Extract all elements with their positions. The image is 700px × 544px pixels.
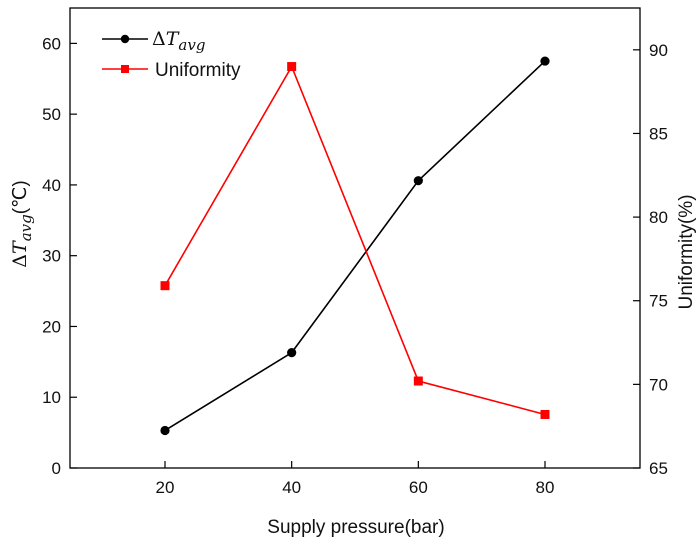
- legend-dt-symbol: T: [166, 28, 180, 50]
- y-left-tick-label: 40: [42, 176, 61, 195]
- legend-dt-delta: Δ: [152, 28, 166, 50]
- y-right-tick-label: 75: [649, 292, 668, 311]
- series-line-uniformity: [164, 64, 546, 416]
- x-tick-label: 40: [282, 478, 301, 497]
- y-right-tick-label: 65: [649, 459, 668, 478]
- y-left-symbol: T: [9, 240, 31, 254]
- series-layer: [160, 56, 550, 436]
- legend-marker-uniformity: [121, 65, 129, 73]
- plot-border: [69, 7, 641, 469]
- data-point-uniformity: [540, 409, 550, 419]
- x-tick-label: 60: [409, 478, 428, 497]
- y-right-tick-label: 70: [649, 375, 668, 394]
- data-point-uniformity: [413, 376, 423, 386]
- data-point-dt-avg: [413, 176, 423, 186]
- x-axis-title: Supply pressure(bar): [267, 517, 444, 538]
- y-right-tick-label: 90: [649, 41, 668, 60]
- legend: ΔTavg Uniformity: [102, 28, 241, 81]
- data-point-dt-avg: [160, 425, 170, 436]
- y-axis-left-title: ΔTavg(℃): [9, 180, 35, 267]
- y-right-tick-label: 80: [649, 208, 668, 227]
- legend-label-dt: ΔTavg: [152, 28, 205, 54]
- right-y-axis: 65 70 75 80 85 90: [633, 41, 668, 478]
- y-left-tick-label: 50: [42, 105, 61, 124]
- y-left-delta: Δ: [9, 254, 31, 268]
- y-left-tick-label: 60: [42, 34, 61, 53]
- x-axis: 20 40 60 80: [156, 461, 555, 497]
- legend-dt-subscript: avg: [178, 36, 205, 54]
- series-line-dt-avg: [164, 60, 546, 432]
- data-point-uniformity: [287, 62, 297, 72]
- y-left-tick-label: 0: [52, 459, 61, 478]
- x-tick-label: 80: [536, 478, 555, 497]
- plot-frame: [69, 7, 641, 469]
- x-tick-label: 20: [156, 478, 175, 497]
- y-right-tick-label: 85: [649, 124, 668, 143]
- y-left-tick-label: 30: [42, 247, 61, 266]
- legend-label-uniformity: Uniformity: [155, 60, 241, 81]
- y-left-subscript: avg: [17, 214, 35, 241]
- y-left-tick-label: 10: [42, 388, 61, 407]
- data-point-dt-avg: [287, 348, 297, 358]
- left-y-axis: 0 10 20 30 40 50 60: [42, 34, 77, 478]
- y-axis-right-title: Uniformity(%): [676, 194, 697, 309]
- data-point-dt-avg: [540, 56, 550, 66]
- data-point-uniformity: [160, 281, 170, 291]
- y-left-tick-label: 20: [42, 317, 61, 336]
- legend-marker-dt: [120, 34, 130, 44]
- y-left-unit: (℃): [10, 180, 31, 214]
